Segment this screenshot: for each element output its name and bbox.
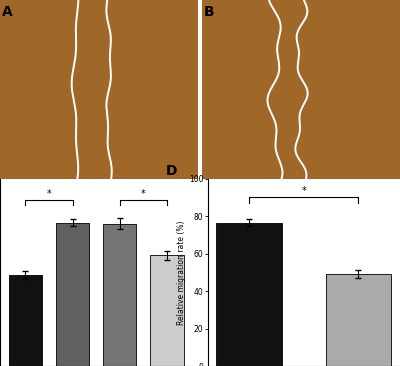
Text: A: A (2, 5, 13, 19)
Text: *: * (141, 189, 146, 199)
Text: *: * (46, 189, 51, 199)
Bar (326, 274, 391, 366)
Text: B: B (204, 5, 214, 19)
Y-axis label: Relative migration rate (%): Relative migration rate (%) (177, 220, 186, 325)
Bar (216, 223, 282, 366)
Bar (9, 275, 42, 366)
Bar (150, 255, 184, 366)
Bar (56, 223, 89, 366)
Text: *: * (302, 186, 306, 195)
Text: D: D (165, 164, 177, 178)
Bar (103, 224, 136, 366)
